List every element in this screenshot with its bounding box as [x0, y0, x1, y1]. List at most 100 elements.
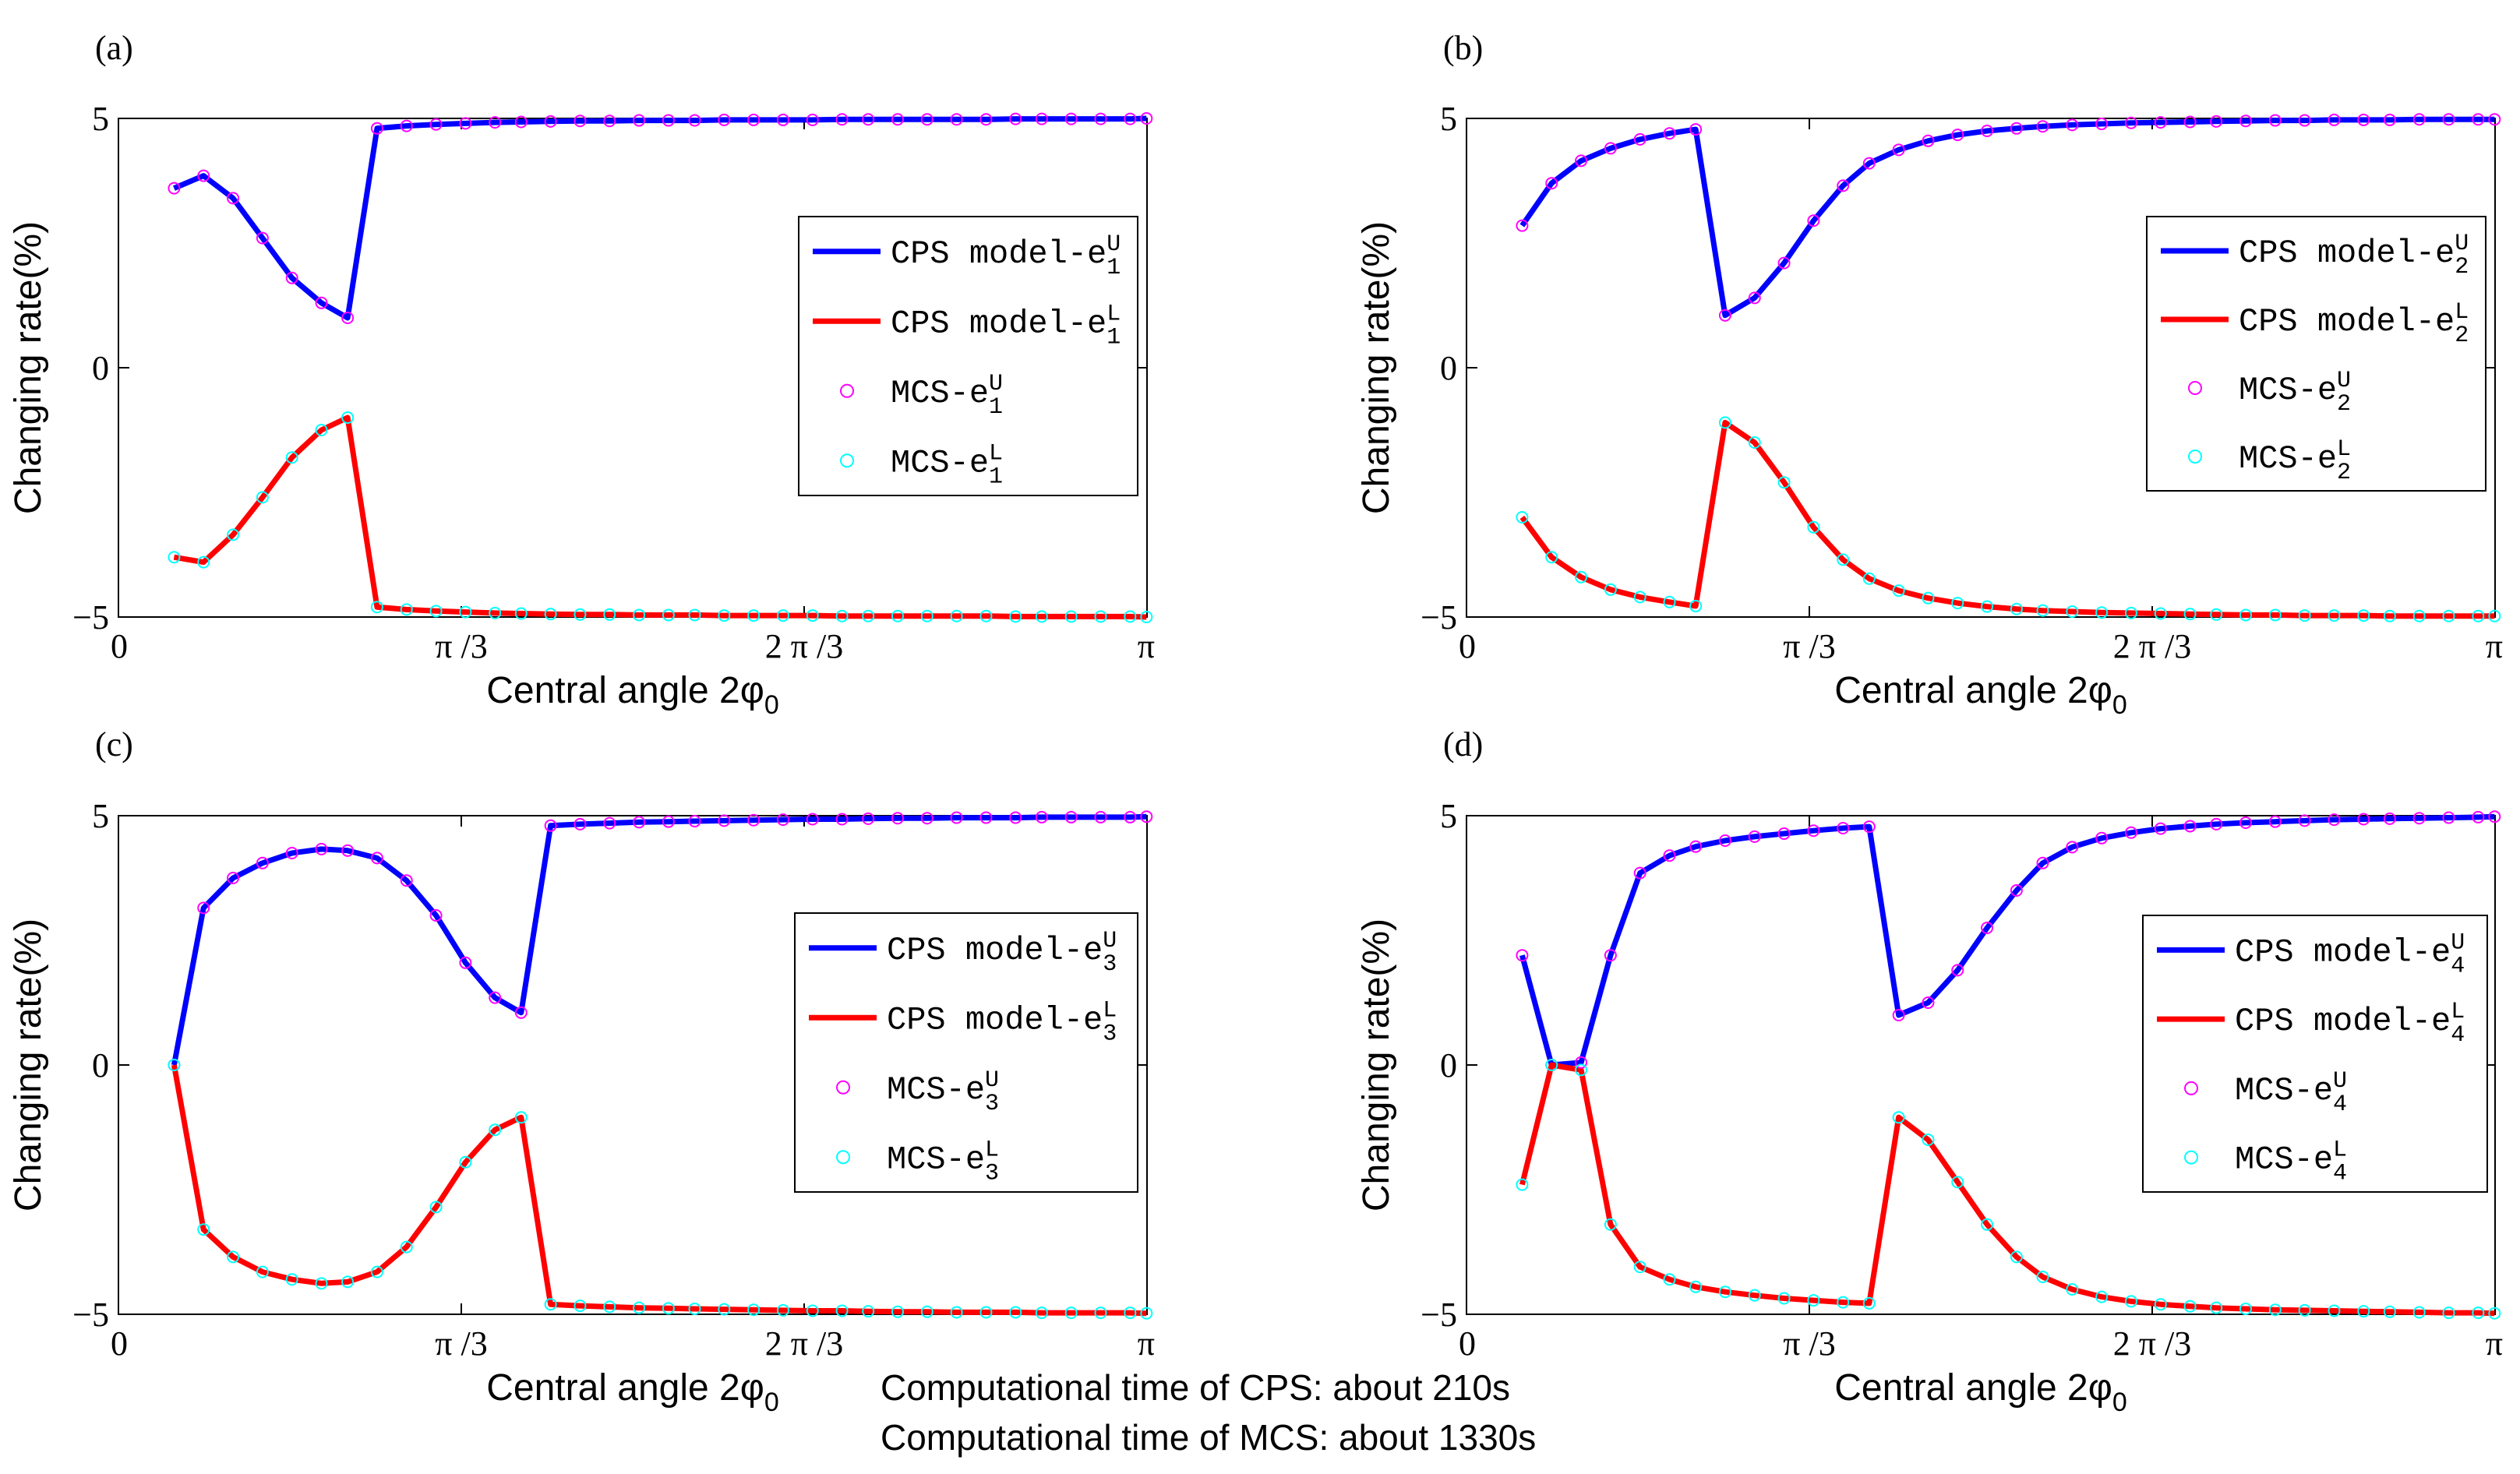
- mcs-lower-marker: [2183, 1299, 2197, 1313]
- legend-marker-swatch: [2188, 381, 2202, 395]
- x-tick-label: 2 π /3: [765, 627, 843, 665]
- mcs-lower-marker: [835, 1304, 849, 1317]
- mcs-lower-marker: [1604, 1218, 1617, 1231]
- legend-entry-superscript: L: [1106, 301, 1121, 327]
- mcs-lower-marker: [2154, 1298, 2167, 1311]
- mcs-upper-marker: [2268, 114, 2282, 127]
- y-tick-label: −5: [72, 1296, 109, 1334]
- mcs-lower-marker: [2010, 1250, 2023, 1264]
- x-axis-label-subscript: 0: [2112, 1388, 2127, 1417]
- mcs-upper-marker: [662, 114, 675, 127]
- mcs-lower-marker: [1807, 520, 1820, 534]
- mcs-lower-marker: [574, 1299, 587, 1313]
- mcs-lower-marker: [1516, 1178, 1529, 1191]
- mcs-upper-marker: [370, 122, 383, 135]
- mcs-lower-marker: [315, 1277, 328, 1290]
- mcs-lower-marker: [197, 555, 210, 569]
- mcs-lower-marker: [2066, 1283, 2079, 1296]
- mcs-upper-marker: [1575, 1056, 1588, 1069]
- legend-entry: MCS-eU 4: [2235, 1068, 2347, 1118]
- mcs-lower-marker: [459, 605, 472, 619]
- mcs-lower-marker: [776, 609, 789, 622]
- mcs-upper-marker: [979, 811, 993, 824]
- mcs-lower-marker: [2488, 1306, 2501, 1320]
- mcs-upper-marker: [1689, 840, 1703, 853]
- mcs-upper-marker: [2066, 841, 2079, 854]
- mcs-lower-marker: [2268, 608, 2282, 622]
- mcs-lower-marker: [1777, 476, 1791, 489]
- mcs-lower-marker: [2036, 604, 2049, 617]
- legend-entry-superscript: L: [989, 440, 1003, 467]
- mcs-lower-marker: [1689, 599, 1703, 612]
- mcs-upper-marker: [1981, 125, 1994, 137]
- mcs-lower-marker: [2154, 607, 2167, 620]
- mcs-upper-marker: [1094, 112, 1107, 125]
- x-tick-label: 0: [111, 1324, 128, 1363]
- mcs-upper-marker: [1545, 177, 1558, 190]
- mcs-upper-marker: [2154, 116, 2167, 129]
- mcs-lower-marker: [2383, 609, 2396, 622]
- x-axis-label-subscript: 0: [764, 690, 779, 720]
- x-axis-label-text: Central angle 2φ: [1834, 1367, 2112, 1409]
- mcs-lower-marker: [2298, 609, 2311, 622]
- mcs-lower-marker: [2010, 602, 2023, 615]
- mcs-lower-marker: [1951, 597, 1964, 610]
- x-tick-label: π: [2486, 627, 2503, 665]
- mcs-upper-marker: [285, 271, 298, 284]
- mcs-upper-marker: [256, 231, 269, 245]
- mcs-lower-marker: [718, 609, 731, 622]
- mcs-upper-marker: [806, 813, 819, 826]
- mcs-lower-marker: [2036, 1271, 2049, 1283]
- legend-entry-text: CPS model-e: [887, 1001, 1103, 1038]
- legend-entry-text: CPS model-e: [2235, 1003, 2451, 1040]
- y-tick-label: 0: [92, 349, 109, 387]
- mcs-lower-marker: [747, 609, 761, 622]
- x-axis-label-subscript: 0: [2112, 690, 2127, 720]
- mcs-upper-marker: [920, 812, 934, 825]
- mcs-lower-marker: [2383, 1305, 2396, 1318]
- mcs-lower-marker: [1575, 1063, 1588, 1077]
- mcs-upper-marker: [603, 115, 616, 128]
- mcs-lower-marker: [514, 1111, 528, 1124]
- mcs-lower-marker: [603, 608, 616, 621]
- x-tick-label: 2 π /3: [2113, 1324, 2191, 1363]
- y-tick-label: 5: [92, 797, 109, 835]
- mcs-lower-marker: [1064, 610, 1078, 623]
- mcs-lower-marker: [2412, 609, 2426, 622]
- legend-marker-swatch: [836, 1080, 850, 1095]
- mcs-lower-marker: [950, 1306, 963, 1319]
- legend-entry-superscript: U: [1103, 928, 1117, 954]
- mcs-lower-marker: [1922, 591, 1935, 605]
- mcs-lower-marker: [2239, 608, 2253, 622]
- mcs-lower-marker: [862, 609, 875, 622]
- mcs-lower-marker: [2357, 1305, 2370, 1318]
- x-axis-label-text: Central angle 2φ: [486, 670, 764, 711]
- mcs-upper-marker: [1718, 834, 1731, 847]
- legend-entry-text: CPS model-e: [2239, 303, 2455, 340]
- mcs-lower-marker: [1545, 551, 1558, 564]
- mcs-upper-marker: [315, 296, 328, 309]
- legend-entry-text: MCS-e: [887, 1141, 985, 1178]
- mcs-upper-marker: [197, 901, 210, 915]
- mcs-lower-marker: [688, 1302, 701, 1315]
- footnote-mcs-time: Computational time of MCS: about 1330s: [881, 1417, 1537, 1458]
- mcs-upper-marker: [574, 115, 587, 128]
- x-tick-label: 0: [1459, 1324, 1476, 1363]
- mcs-upper-marker: [718, 113, 731, 126]
- mcs-upper-marker: [1807, 214, 1820, 227]
- mcs-upper-marker: [950, 811, 963, 824]
- mcs-lower-marker: [920, 609, 934, 622]
- mcs-upper-marker: [1837, 179, 1850, 192]
- mcs-upper-marker: [2154, 822, 2167, 835]
- legend-entry-subscript: 4: [2451, 953, 2465, 979]
- mcs-lower-marker: [544, 1298, 557, 1311]
- mcs-lower-marker: [1633, 1261, 1646, 1274]
- mcs-lower-marker: [1604, 583, 1617, 596]
- y-tick-label: 5: [1440, 100, 1457, 138]
- cps-upper-line: [173, 115, 1147, 321]
- mcs-upper-marker: [1807, 824, 1820, 838]
- mcs-upper-marker: [2239, 115, 2253, 128]
- mcs-upper-marker: [1718, 309, 1731, 322]
